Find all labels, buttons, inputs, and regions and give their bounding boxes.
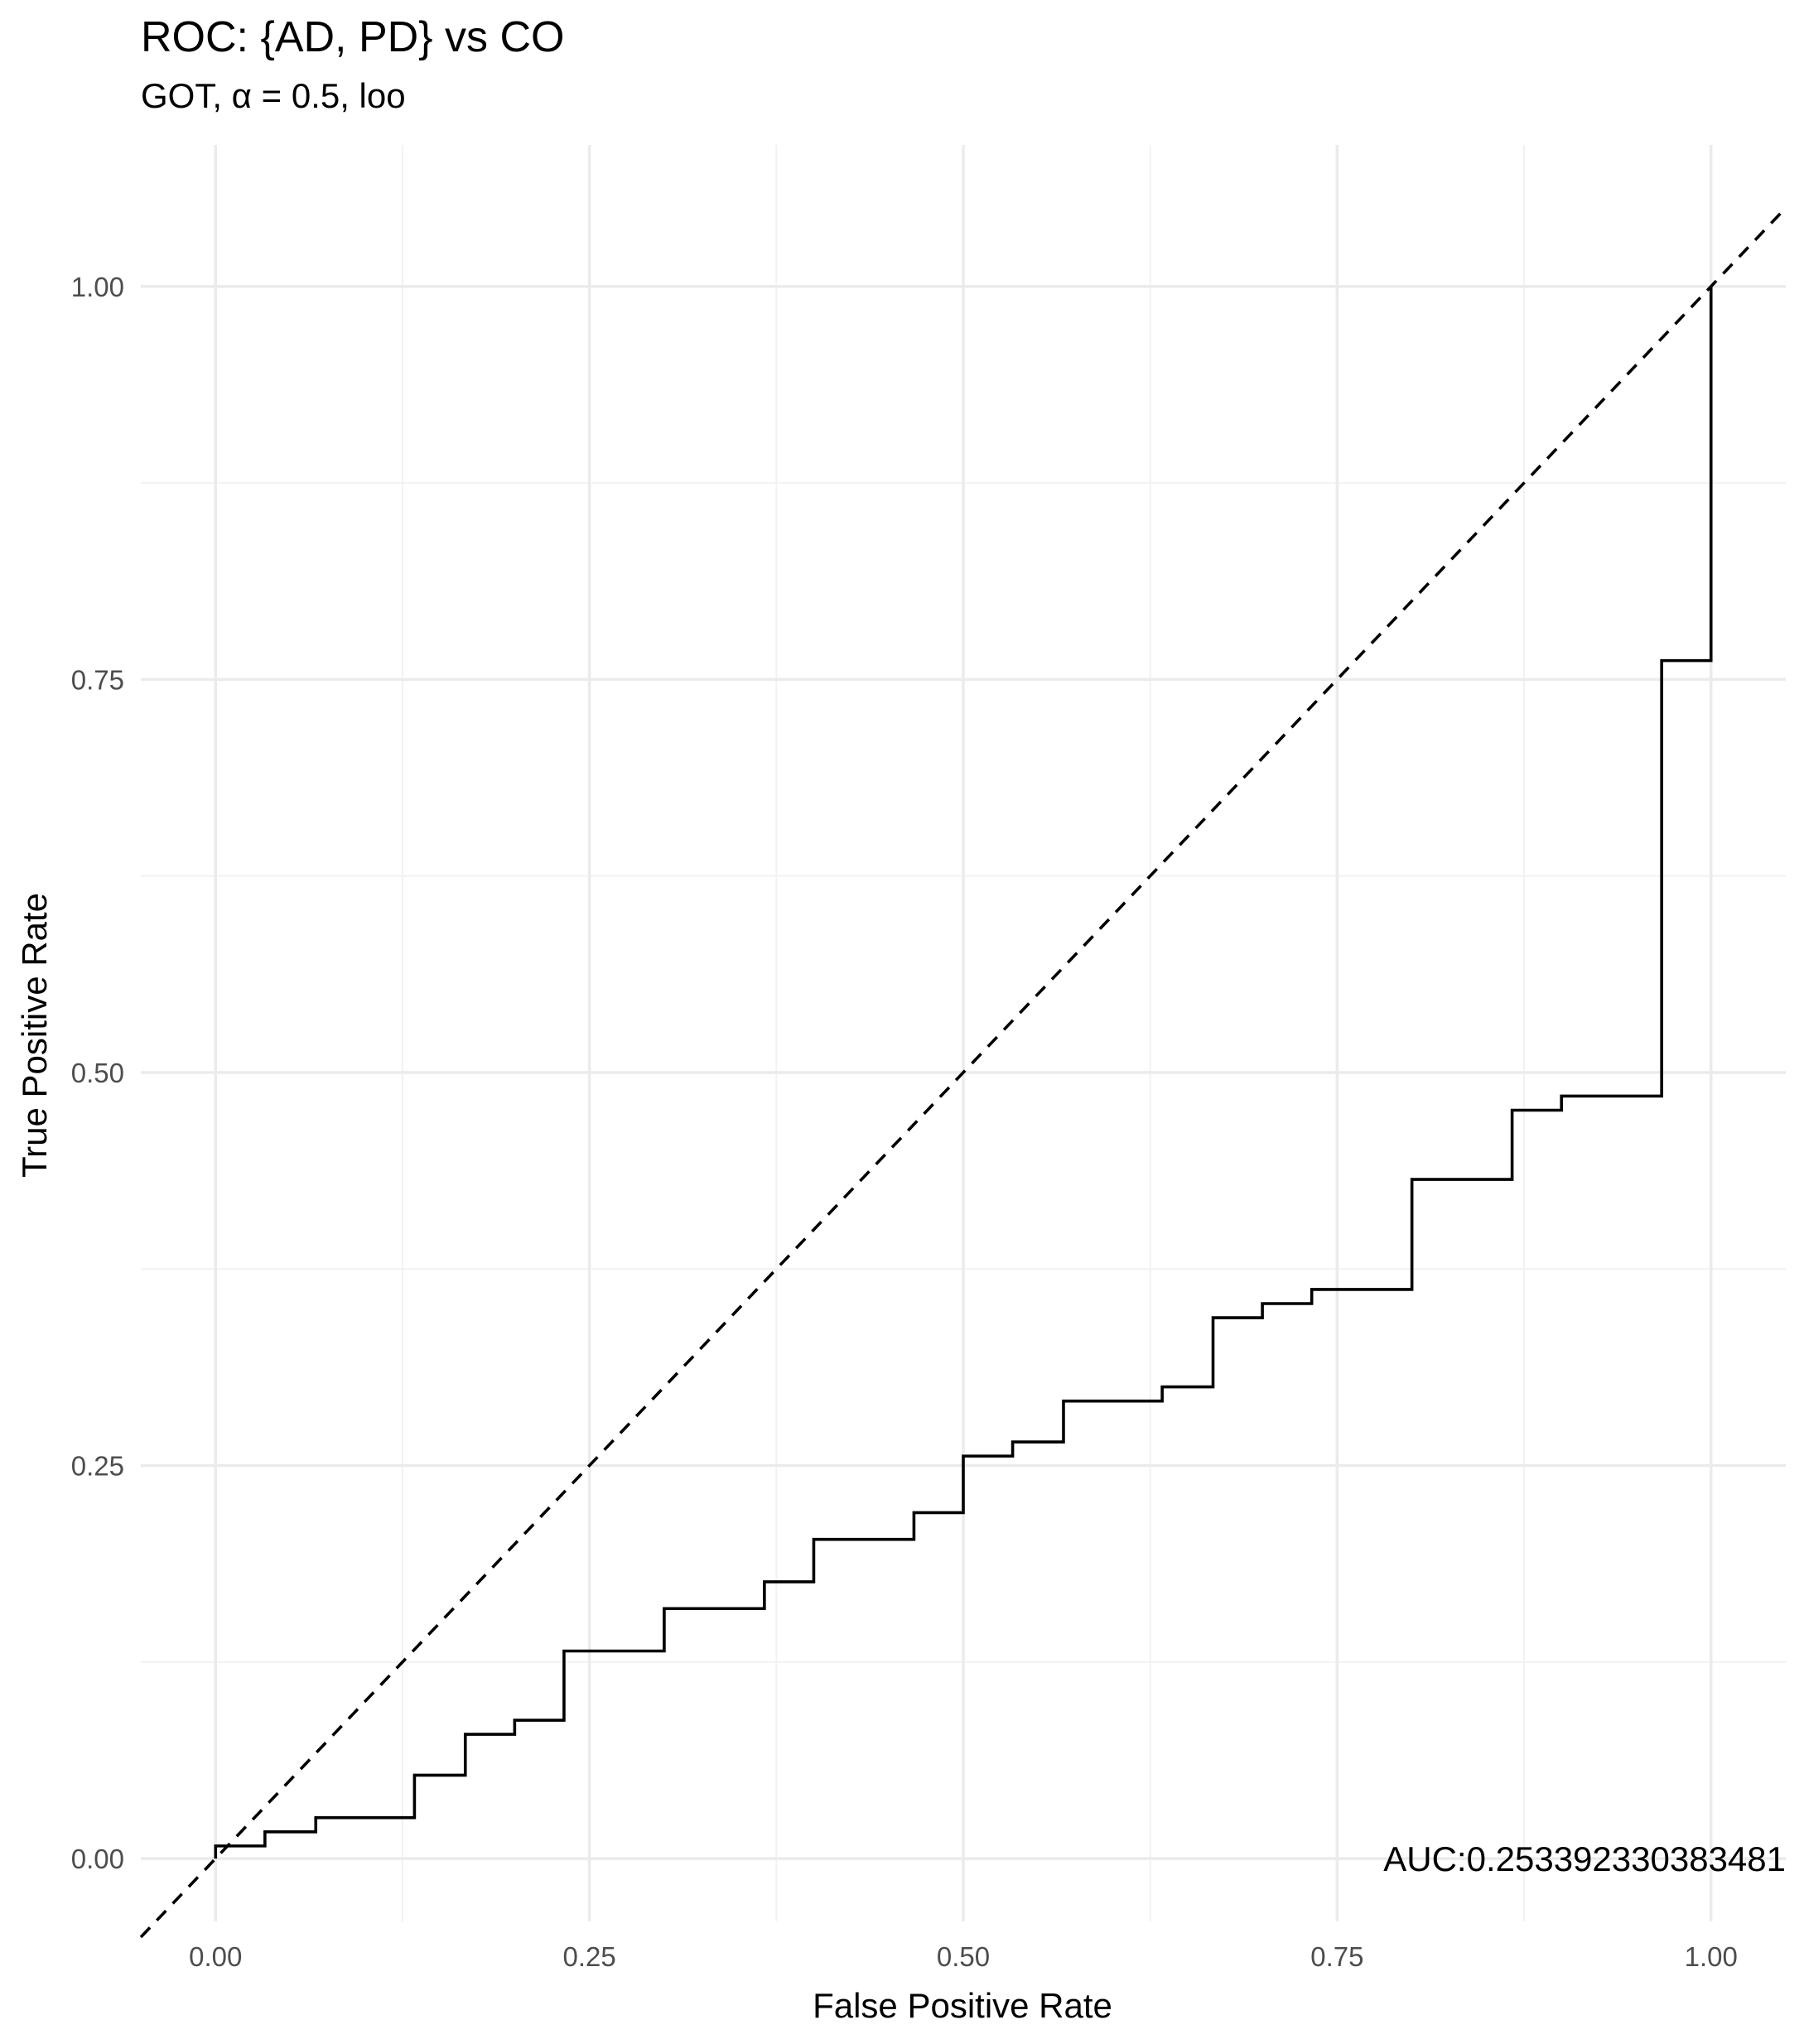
x-axis-title: False Positive Rate — [813, 1986, 1112, 2025]
y-axis-title: True Positive Rate — [15, 893, 54, 1178]
y-tick-label: 0.50 — [71, 1058, 124, 1088]
x-tick-label: 0.25 — [563, 1941, 616, 1972]
roc-curve-line — [214, 286, 1713, 1859]
y-tick-label: 0.25 — [71, 1451, 124, 1482]
x-tick-label: 0.75 — [1310, 1941, 1363, 1972]
chart-subtitle: GOT, α = 0.5, loo — [141, 76, 406, 115]
annotations: AUC:0.253392330383481 — [1383, 1839, 1786, 1878]
x-tick-label: 0.50 — [937, 1941, 990, 1972]
y-tick-label: 0.00 — [71, 1844, 124, 1874]
chart-title: ROC: {AD, PD} vs CO — [141, 13, 564, 61]
series-layer — [139, 206, 1787, 1939]
grid — [141, 145, 1786, 1921]
y-tick-label: 0.75 — [71, 664, 124, 695]
tick-labels: 0.00 0.25 0.50 0.75 1.00 0.00 0.25 0.50 0.75 1.00 — [71, 272, 1738, 1972]
y-tick-label: 1.00 — [71, 272, 124, 302]
x-tick-label: 1.00 — [1685, 1941, 1738, 1972]
x-tick-label: 0.00 — [189, 1941, 242, 1972]
chance-diagonal-line — [139, 206, 1787, 1939]
auc-annotation: AUC:0.253392330383481 — [1383, 1839, 1786, 1878]
